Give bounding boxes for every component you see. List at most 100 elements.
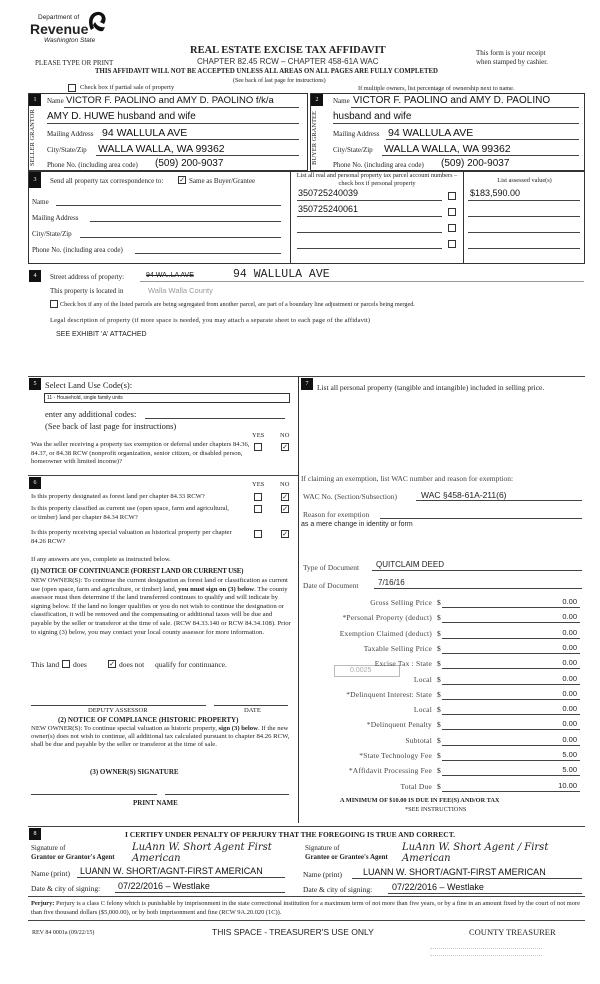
buyer-side-label: BUYER GRANTEE — [311, 111, 318, 165]
parcel-header: List all real and personal property tax … — [296, 172, 458, 187]
fee-label: *Delinquent Penalty — [366, 720, 432, 730]
please-type: PLEASE TYPE OR PRINT — [35, 59, 114, 67]
historic-yes-checkbox[interactable] — [254, 530, 262, 538]
grantor-name[interactable]: LUANN W. SHORT/AGNT-FIRST AMERICAN — [80, 866, 263, 876]
buyer-name-2[interactable]: husband and wife — [333, 111, 412, 122]
notice-compliance-title: (2) NOTICE OF COMPLIANCE (HISTORIC PROPE… — [58, 716, 239, 724]
fee-value[interactable]: 5.00 — [562, 765, 577, 775]
seller-name-label: Name — [47, 97, 64, 105]
personal-property-checkbox[interactable] — [448, 192, 456, 200]
seller-phone[interactable]: (509) 200-9037 — [155, 158, 224, 169]
fee-value[interactable]: 0.00 — [562, 734, 577, 744]
currency-sign: $ — [437, 781, 441, 791]
fee-value[interactable]: 5.00 — [562, 750, 577, 759]
local-rate-field[interactable] — [334, 665, 400, 677]
wac-label: WAC No. (Section/Subsection) — [303, 492, 397, 501]
deputy-assessor-label: DEPUTY ASSESSOR — [88, 707, 148, 714]
see-back-note: (See back of last page for instructions) — [233, 78, 326, 84]
parcel-number[interactable]: 350725240039 — [298, 188, 359, 198]
seller-address[interactable]: 94 WALLULA AVE — [102, 127, 188, 139]
buyer-city[interactable]: WALLA WALLA, WA 99362 — [384, 143, 511, 155]
seller-name-1[interactable]: VICTOR F. PAOLINO and AMY D. PAOLINO f/k… — [66, 95, 274, 106]
personal-property-checkbox[interactable] — [448, 208, 456, 216]
partial-sale-checkbox[interactable] — [68, 84, 76, 92]
fee-value[interactable]: 0.00 — [562, 658, 577, 668]
does-not-checkbox[interactable]: ✓ — [108, 660, 116, 668]
segregate-checkbox[interactable] — [50, 300, 58, 308]
multiple-owners-note: If multiple owners, list percentage of o… — [358, 85, 515, 92]
grantee-name[interactable]: LUANN W. SHORT/AGNT-FIRST AMERICAN — [363, 867, 546, 877]
parcel-number[interactable]: 350725240061 — [298, 204, 359, 214]
fee-label: Local — [413, 705, 432, 715]
county-treasurer: COUNTY TREASURER — [469, 927, 556, 937]
seller-city-label: City/State/Zip — [47, 146, 87, 154]
fee-value[interactable]: 10.00 — [558, 780, 577, 790]
legal-description[interactable]: SEE EXHIBIT 'A' ATTACHED — [56, 331, 147, 338]
certify-statement: I CERTIFY UNDER PENALTY OF PERJURY THAT … — [125, 830, 456, 839]
section-5-number: 5 — [29, 378, 41, 390]
fee-label: Taxable Selling Price — [363, 643, 432, 653]
same-as-buyer-checkbox[interactable]: ✓ — [178, 176, 186, 184]
buyer-name-1[interactable]: VICTOR F. PAOLINO and AMY D. PAOLINO — [353, 95, 551, 106]
forest-land-question: Is this property designated as forest la… — [31, 493, 205, 500]
currency-sign: $ — [437, 598, 441, 607]
qualify-label: qualify for continuance. — [155, 660, 227, 669]
currency-sign: $ — [437, 659, 441, 669]
current-use-yes-checkbox[interactable] — [254, 505, 262, 513]
fee-value[interactable]: 0.00 — [562, 673, 577, 683]
land-use-select[interactable] — [44, 393, 290, 403]
doc-date[interactable]: 7/16/16 — [378, 578, 405, 587]
grantor-signature[interactable]: LuAnn W. Short Agent First American — [132, 842, 272, 864]
seller-address-label: Mailing Address — [47, 130, 94, 138]
fee-value[interactable]: 0.00 — [562, 612, 577, 622]
corr-name-label: Name — [32, 198, 49, 206]
fee-label: Total Due — [400, 781, 432, 791]
does-checkbox[interactable] — [62, 660, 70, 668]
local-rate: 0.0025 — [350, 667, 372, 674]
exemption-label: If claiming an exemption, list WAC numbe… — [301, 474, 514, 483]
corr-address-label: Mailing Address — [32, 214, 79, 222]
fee-label: *Personal Property (deduct) — [342, 613, 432, 623]
fee-value[interactable]: 0.00 — [562, 597, 577, 606]
seller-name-2[interactable]: AMY D. HUWE husband and wife — [47, 111, 196, 122]
grantee-sig-label-1: Signature of — [305, 844, 340, 852]
currency-sign: $ — [437, 705, 441, 715]
land-use-title: Select Land Use Code(s): — [45, 380, 133, 390]
wac-number[interactable]: WAC §458-61A-211(6) — [421, 490, 507, 500]
grantee-date-city[interactable]: 07/22/2016 – Westlake — [392, 882, 484, 892]
fee-value[interactable]: 0.00 — [562, 688, 577, 698]
historic-question: Is this property receiving special valua… — [31, 529, 232, 545]
doc-type[interactable]: QUITCLAIM DEED — [376, 560, 445, 569]
section-4-number: 4 — [29, 270, 41, 282]
land-use-see-back: (See back of last page for instructions) — [45, 421, 177, 431]
forest-no-checkbox[interactable]: ✓ — [281, 493, 289, 501]
personal-property-checkbox[interactable] — [448, 240, 456, 248]
forest-yes-checkbox[interactable] — [254, 493, 262, 501]
personal-property-checkbox[interactable] — [448, 224, 456, 232]
buyer-address[interactable]: 94 WALLULA AVE — [388, 127, 474, 139]
section-2-number: 2 — [311, 94, 323, 106]
fee-value[interactable]: 0.00 — [562, 627, 577, 637]
currency-sign: $ — [437, 766, 441, 776]
county[interactable]: Walla Walla County — [148, 286, 213, 295]
currency-sign: $ — [437, 613, 441, 623]
sec5-no-checkbox[interactable]: ✓ — [281, 443, 289, 451]
grantor-date-city[interactable]: 07/22/2016 – Westlake — [118, 881, 210, 891]
owner-signature-title: (3) OWNER(S) SIGNATURE — [90, 768, 179, 776]
sec5-yes-checkbox[interactable] — [254, 443, 262, 451]
street-address[interactable]: 94 WALLULA AVE — [233, 268, 330, 281]
assessed-value[interactable]: $183,590.00 — [470, 188, 521, 198]
grantee-signature[interactable]: LuAnn W. Short Agent / First American — [402, 842, 549, 864]
current-use-no-checkbox[interactable]: ✓ — [281, 505, 289, 513]
fee-value[interactable]: 0.00 — [562, 704, 577, 714]
buyer-phone[interactable]: (509) 200-9037 — [441, 158, 510, 169]
fee-value[interactable]: 0.00 — [562, 642, 577, 652]
historic-no-checkbox[interactable]: ✓ — [281, 530, 289, 538]
exemption-question: Was the seller receiving a property tax … — [31, 441, 250, 466]
reason-value[interactable]: as a mere change in identity or form — [301, 521, 413, 528]
seller-city[interactable]: WALLA WALLA, WA 99362 — [98, 143, 225, 155]
fee-value[interactable]: 0.00 — [562, 719, 577, 729]
section-8-number: 8 — [29, 828, 41, 840]
same-as-buyer-label: Same as Buyer/Grantee — [189, 177, 256, 185]
sec6-yes: YES — [252, 481, 265, 488]
